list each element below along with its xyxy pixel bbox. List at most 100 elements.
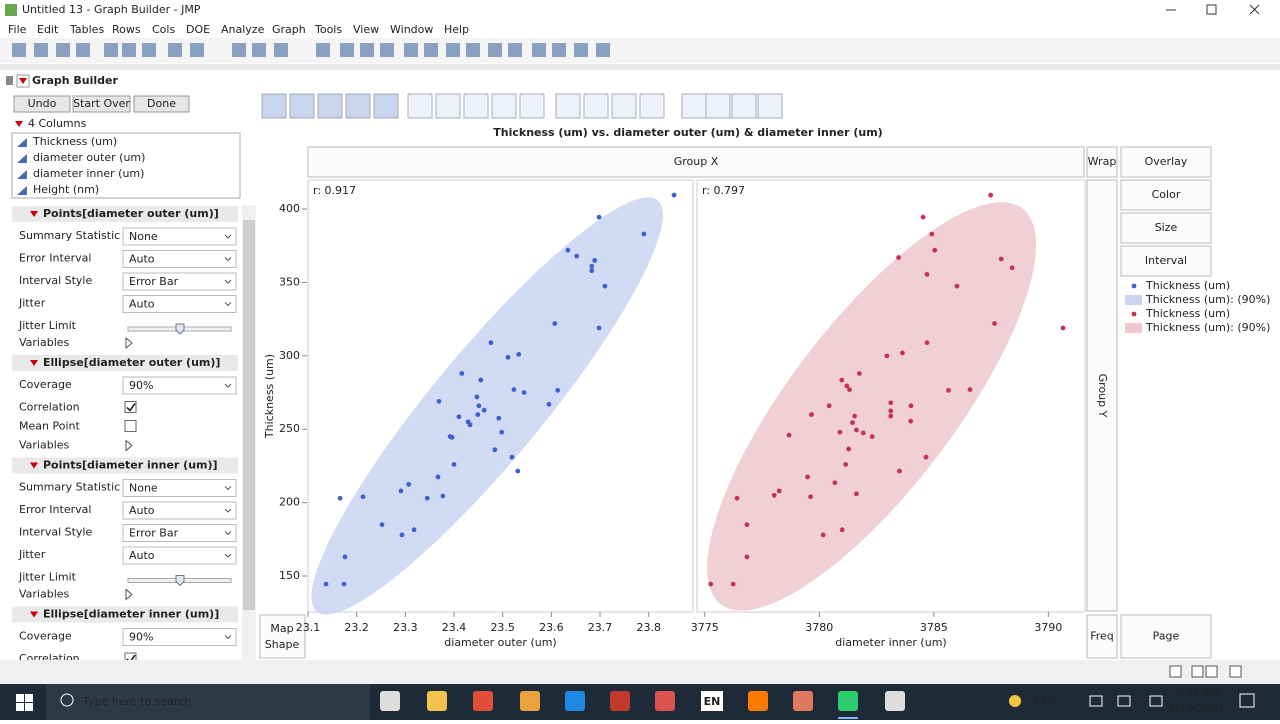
taskbar-app[interactable]	[610, 691, 630, 711]
button-label[interactable]: Undo	[28, 97, 57, 110]
column-item[interactable]: Height (nm)	[33, 183, 99, 196]
column-item[interactable]: Thickness (um)	[32, 135, 117, 148]
dropdown-value[interactable]: Auto	[129, 298, 155, 311]
toolbar-icon[interactable]	[404, 43, 418, 57]
toolbar-icon[interactable]	[424, 43, 438, 57]
button[interactable]	[13, 95, 71, 113]
element-icon[interactable]	[261, 93, 287, 119]
dropdown-value[interactable]: Auto	[129, 253, 155, 266]
menu-item[interactable]: Rows	[112, 23, 141, 36]
dropdown-value[interactable]: 90%	[129, 379, 153, 392]
toolbar-icon[interactable]	[508, 43, 522, 57]
toolbar-icon[interactable]	[446, 43, 460, 57]
menu-item[interactable]: Window	[390, 23, 433, 36]
drop-zone[interactable]	[1120, 146, 1212, 178]
dropdown-value[interactable]: Auto	[129, 549, 155, 562]
drop-zone-label[interactable]: Color	[1152, 188, 1181, 201]
element-icon[interactable]	[289, 93, 315, 119]
element-icon[interactable]	[757, 93, 783, 119]
drop-zone-label[interactable]: Freq	[1090, 630, 1114, 643]
column-item[interactable]: diameter inner (um)	[33, 167, 144, 180]
slider-thumb[interactable]	[175, 575, 185, 587]
element-icon[interactable]	[345, 93, 371, 119]
dropdown-value[interactable]: None	[129, 482, 158, 495]
close-button[interactable]	[1249, 4, 1260, 15]
button-label[interactable]: Done	[147, 97, 176, 110]
menu-item[interactable]: Cols	[152, 23, 175, 36]
drop-zone[interactable]	[1120, 614, 1212, 659]
element-icon[interactable]	[491, 93, 517, 119]
dropdown[interactable]	[122, 250, 237, 268]
dropdown-value[interactable]: None	[129, 230, 158, 243]
toolbar-icon[interactable]	[12, 43, 26, 57]
drop-zone[interactable]	[1120, 179, 1212, 211]
toolbar-icon[interactable]	[340, 43, 354, 57]
toolbar-icon[interactable]	[532, 43, 546, 57]
toolbar-icon[interactable]	[76, 43, 90, 57]
element-icon[interactable]	[435, 93, 461, 119]
drop-zone[interactable]	[1086, 146, 1118, 178]
status-icon[interactable]	[1191, 665, 1204, 678]
checkbox[interactable]	[124, 420, 137, 432]
element-icon[interactable]	[611, 93, 637, 119]
toolbar-icon[interactable]	[122, 43, 136, 57]
menu-item[interactable]: Edit	[37, 23, 59, 36]
taskbar-app[interactable]	[838, 691, 858, 711]
toolbar-icon[interactable]	[466, 43, 480, 57]
toolbar-icon[interactable]	[56, 43, 70, 57]
dropdown[interactable]	[122, 295, 237, 313]
element-icon[interactable]	[463, 93, 489, 119]
start-button[interactable]	[16, 694, 33, 711]
element-icon[interactable]	[555, 93, 581, 119]
dropdown[interactable]	[122, 272, 237, 291]
toolbar-icon[interactable]	[168, 43, 182, 57]
taskbar-app[interactable]	[885, 691, 905, 711]
maximize-button[interactable]	[1206, 4, 1217, 15]
tray-icon[interactable]	[1149, 695, 1163, 707]
drop-zone-label[interactable]: Size	[1155, 221, 1178, 234]
drop-zone-label[interactable]: Page	[1153, 630, 1180, 643]
toolbar-icon[interactable]	[274, 43, 288, 57]
drop-zone-label[interactable]: Group Y	[1096, 374, 1109, 418]
dropdown[interactable]	[122, 479, 237, 497]
tray-icon[interactable]	[1117, 695, 1131, 707]
taskbar-app[interactable]	[380, 691, 400, 711]
slider-thumb[interactable]	[175, 323, 185, 335]
taskbar-app[interactable]	[520, 691, 540, 711]
drop-zone-label[interactable]: Interval	[1145, 254, 1187, 267]
element-icon[interactable]	[583, 93, 609, 119]
search-box[interactable]	[46, 684, 370, 720]
element-icon[interactable]	[519, 93, 545, 119]
taskbar-app[interactable]	[793, 691, 813, 711]
taskbar-app[interactable]	[565, 691, 585, 711]
drop-zone[interactable]	[1120, 245, 1212, 277]
toolbar-icon[interactable]	[190, 43, 204, 57]
menu-item[interactable]: Tables	[69, 23, 104, 36]
expander[interactable]	[125, 588, 133, 601]
dropdown[interactable]	[122, 546, 237, 565]
dropdown[interactable]	[122, 227, 237, 246]
dropdown-value[interactable]: 90%	[129, 631, 153, 644]
status-icon[interactable]	[1229, 665, 1242, 678]
taskbar-app[interactable]	[748, 691, 768, 711]
drop-zone[interactable]	[1086, 179, 1118, 612]
toolbar-icon[interactable]	[252, 43, 266, 57]
dropdown[interactable]	[122, 501, 237, 520]
button[interactable]	[133, 95, 190, 113]
element-icon[interactable]	[639, 93, 665, 119]
toolbar-icon[interactable]	[488, 43, 502, 57]
drop-zone-label[interactable]: Shape	[265, 638, 300, 651]
menu-item[interactable]: Graph	[272, 23, 306, 36]
menu-item[interactable]: File	[8, 23, 27, 36]
toolbar-icon[interactable]	[142, 43, 156, 57]
dropdown[interactable]	[122, 524, 237, 542]
dropdown-value[interactable]: Error Bar	[129, 527, 179, 540]
element-icon[interactable]	[373, 93, 399, 119]
taskbar-app[interactable]	[655, 691, 675, 711]
drop-zone-label[interactable]: Group X	[674, 155, 719, 168]
element-icon[interactable]	[731, 93, 757, 119]
toolbar-icon[interactable]	[232, 43, 246, 57]
dropdown-value[interactable]: Error Bar	[129, 275, 179, 288]
toolbar-icon[interactable]	[316, 43, 330, 57]
expander[interactable]	[125, 336, 133, 350]
